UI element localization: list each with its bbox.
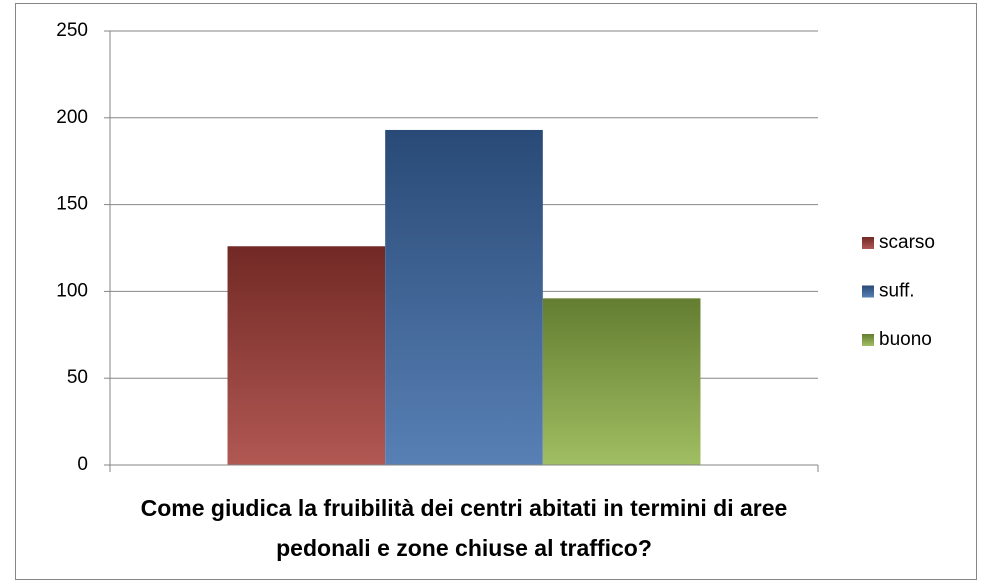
legend-label: scarso bbox=[879, 232, 935, 253]
y-tick-label: 50 bbox=[67, 367, 88, 388]
y-tick-label: 200 bbox=[56, 107, 88, 128]
y-tick-label: 150 bbox=[56, 194, 88, 215]
y-tick-label: 100 bbox=[56, 280, 88, 301]
legend-swatch bbox=[862, 237, 874, 249]
y-tick-label: 250 bbox=[56, 20, 88, 41]
legend-swatch bbox=[862, 285, 874, 298]
bar bbox=[542, 298, 701, 465]
bar bbox=[227, 246, 386, 465]
legend-label: buono bbox=[879, 329, 932, 350]
legend-swatch bbox=[862, 334, 874, 346]
legend-label: suff. bbox=[879, 281, 915, 302]
y-tick-label: 0 bbox=[77, 454, 88, 475]
bar bbox=[385, 129, 543, 465]
x-category-label: Come giudica la fruibilità dei centri ab… bbox=[140, 495, 788, 561]
